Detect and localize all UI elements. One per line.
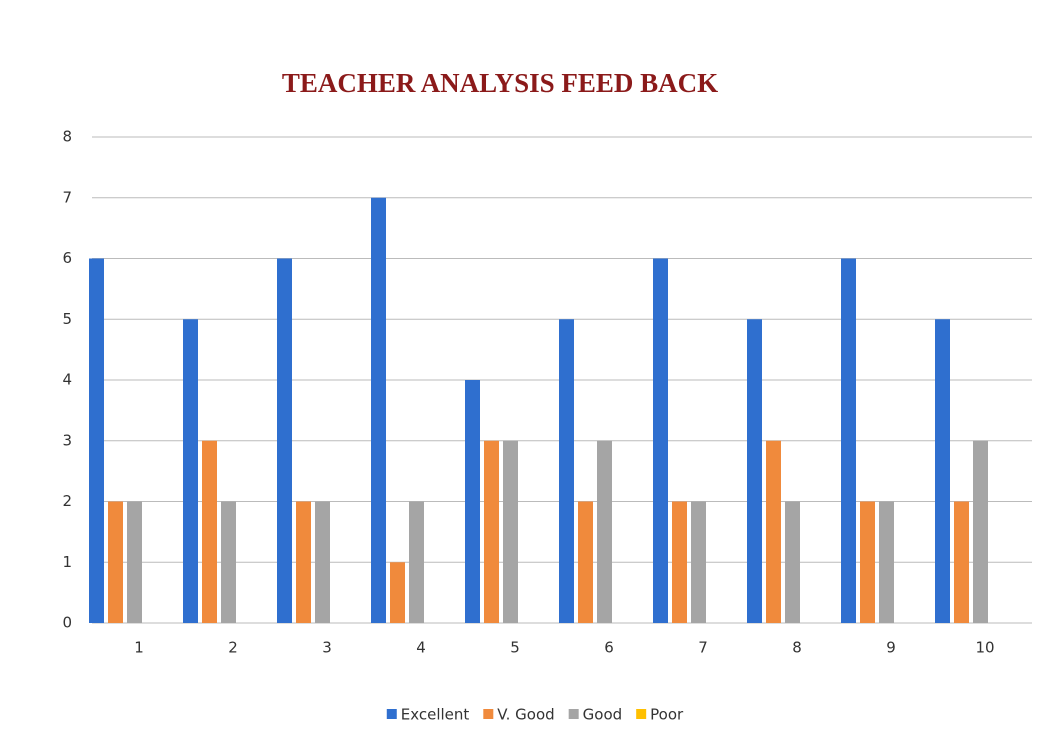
bar (785, 501, 800, 623)
bar (841, 258, 856, 623)
x-tick-label: 9 (886, 639, 896, 657)
legend-label: V. Good (497, 706, 554, 724)
bar (503, 440, 518, 623)
bar (108, 501, 123, 623)
bar (371, 197, 386, 623)
bar (935, 319, 950, 623)
bar (597, 440, 612, 623)
legend-swatch (568, 709, 579, 719)
y-tick-label: 8 (62, 128, 72, 146)
bar (954, 501, 969, 623)
bar (672, 501, 687, 623)
bar (127, 501, 142, 623)
bar (390, 562, 405, 623)
x-tick-label: 10 (975, 639, 994, 657)
y-tick-label: 3 (62, 431, 72, 449)
x-tick-label: 4 (416, 639, 426, 657)
x-tick-label: 6 (604, 639, 614, 657)
bar (973, 440, 988, 623)
bar (315, 501, 330, 623)
bar (409, 501, 424, 623)
x-tick-label: 2 (228, 639, 238, 657)
bar (89, 258, 104, 623)
bar (465, 380, 480, 623)
y-tick-label: 4 (62, 371, 72, 389)
bar (766, 440, 781, 623)
legend-swatch (483, 709, 494, 719)
y-tick-label: 7 (62, 188, 72, 206)
bar (747, 319, 762, 623)
y-tick-label: 5 (62, 310, 72, 328)
x-tick-label: 3 (322, 639, 332, 657)
y-tick-label: 2 (62, 492, 72, 510)
bar (860, 501, 875, 623)
x-tick-label: 1 (134, 639, 144, 657)
x-tick-label: 5 (510, 639, 520, 657)
bar (879, 501, 894, 623)
bar (691, 501, 706, 623)
legend-label: Good (583, 706, 623, 724)
legend-swatch (386, 709, 397, 719)
legend-swatch (636, 709, 647, 719)
bar (183, 319, 198, 623)
bar (296, 501, 311, 623)
bar (202, 440, 217, 623)
y-tick-label: 1 (62, 553, 72, 571)
bar (277, 258, 292, 623)
bar (484, 440, 499, 623)
bar (221, 501, 236, 623)
legend-label: Poor (650, 706, 684, 724)
bar (653, 258, 668, 623)
bar (559, 319, 574, 623)
x-tick-label: 7 (698, 639, 708, 657)
y-tick-label: 6 (62, 249, 72, 267)
y-tick-label: 0 (62, 614, 72, 632)
x-tick-label: 8 (792, 639, 802, 657)
chart-title: TEACHER ANALYSIS FEED BACK (282, 68, 718, 98)
legend-label: Excellent (401, 706, 470, 724)
bar (578, 501, 593, 623)
